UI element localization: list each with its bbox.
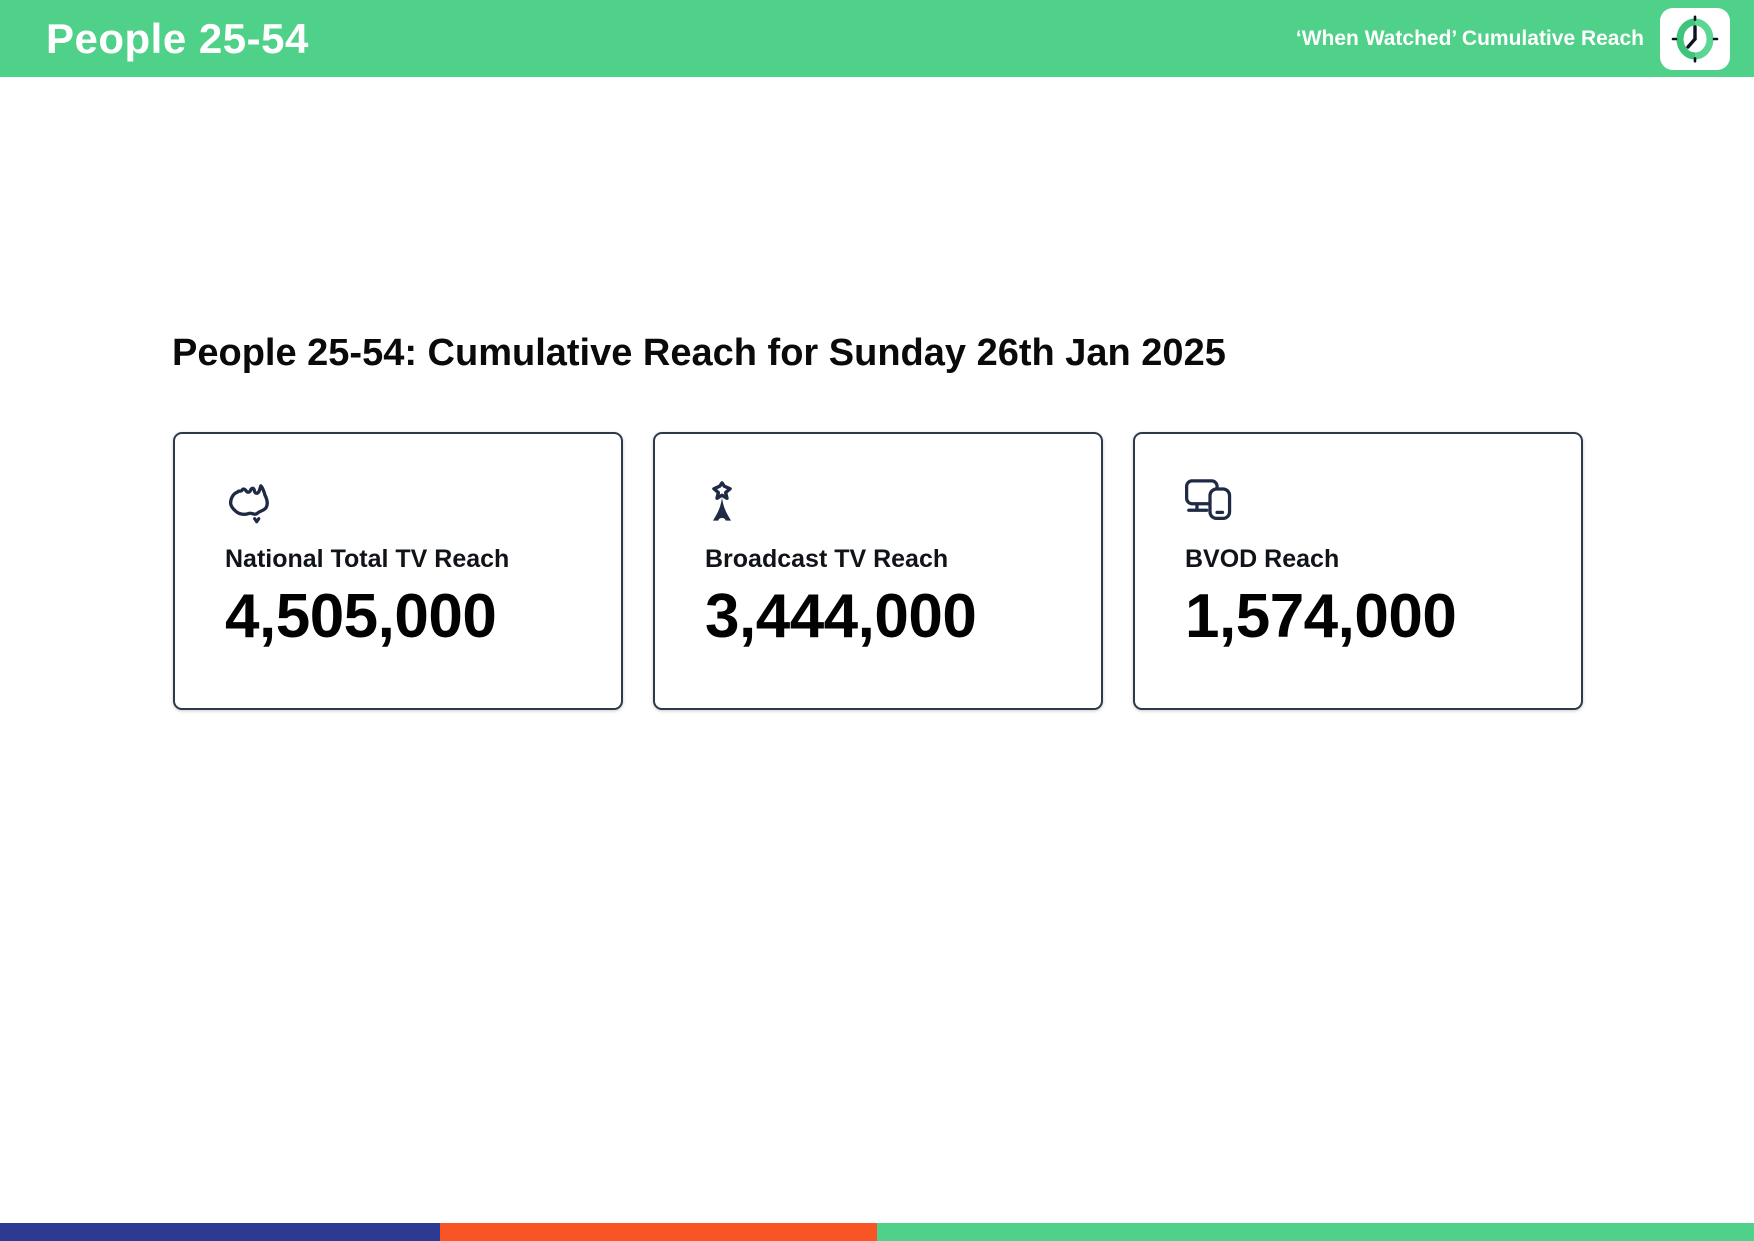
- kpi-card-bvod: BVOD Reach 1,574,000: [1133, 432, 1583, 710]
- clock-face: [1671, 15, 1719, 62]
- footer-segment-blue: [0, 1223, 441, 1241]
- footer-segment-green: [876, 1223, 1754, 1241]
- kpi-card-broadcast-tv: Broadcast TV Reach 3,444,000: [653, 432, 1103, 710]
- card-value: 4,505,000: [225, 581, 497, 651]
- clock-icon: [1660, 7, 1730, 70]
- kpi-card-national-total-tv: National Total TV Reach 4,505,000: [173, 432, 623, 710]
- footer-segment-orange: [440, 1223, 877, 1241]
- header-right-group: ‘When Watched’ Cumulative Reach: [1295, 7, 1730, 70]
- when-watched-label: ‘When Watched’ Cumulative Reach: [1295, 26, 1644, 50]
- kpi-cards: National Total TV Reach 4,505,000 Broadc…: [173, 432, 1583, 710]
- australia-map-icon: [225, 478, 601, 530]
- card-value: 1,574,000: [1185, 581, 1457, 651]
- card-label: Broadcast TV Reach: [705, 545, 949, 573]
- app-header: People 25-54 ‘When Watched’ Cumulative R…: [0, 0, 1754, 77]
- card-label: BVOD Reach: [1185, 545, 1340, 573]
- broadcast-tower-icon: [705, 478, 1081, 530]
- footer-bar: [0, 1223, 1754, 1241]
- card-label: National Total TV Reach: [225, 545, 510, 573]
- card-value: 3,444,000: [705, 581, 977, 651]
- page-title: People 25-54: Cumulative Reach for Sunda…: [172, 332, 1226, 374]
- devices-icon: [1185, 478, 1561, 530]
- header-title: People 25-54: [46, 14, 309, 62]
